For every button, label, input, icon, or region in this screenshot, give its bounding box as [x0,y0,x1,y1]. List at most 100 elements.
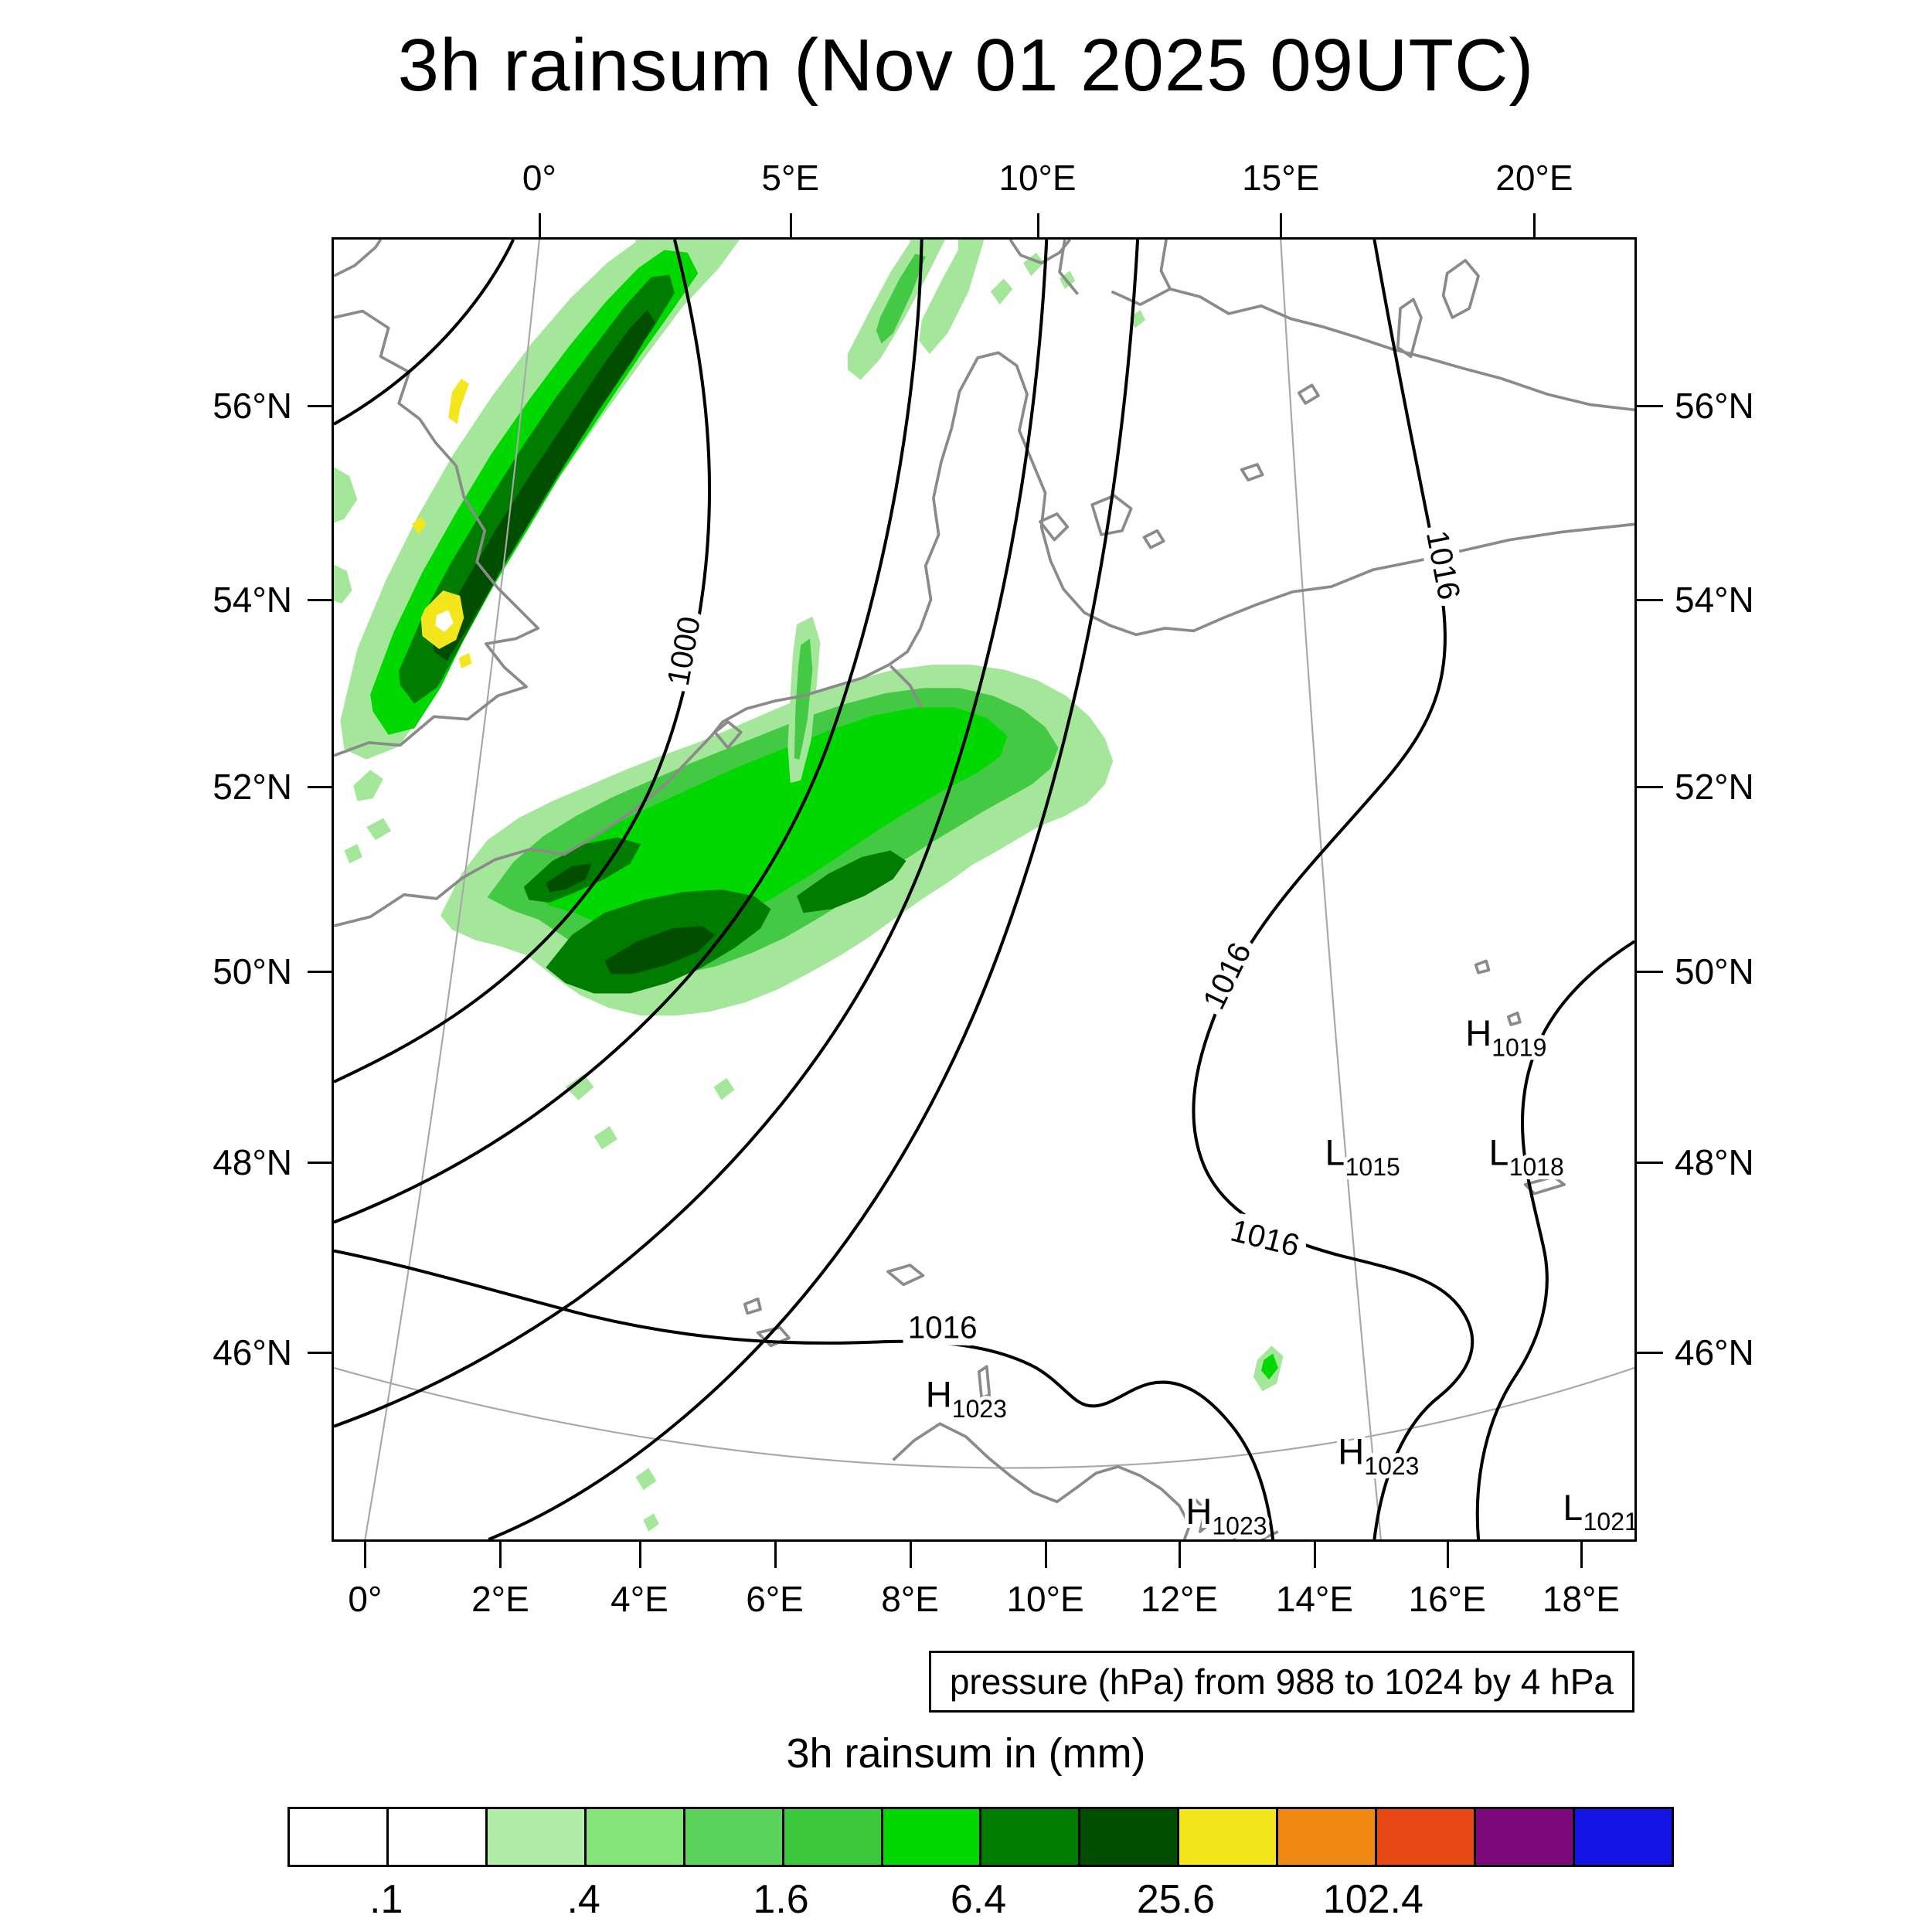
isobar-layer [334,240,1634,1539]
colorbar-cell-10 [1278,1809,1378,1865]
top-axis-tick [1533,213,1536,240]
rain-area [713,1077,735,1100]
right-axis-label: 48°N [1675,1142,1754,1183]
right-axis-tick [1637,598,1663,601]
top-axis-label: 15°E [1242,158,1320,198]
right-axis-label: 56°N [1675,386,1754,427]
map-canvas: 1000 1016 1016 1016 1016 H1019 L1015 L1018 H1023… [334,240,1634,1539]
top-axis-tick [538,213,541,240]
pressure-note: pressure (hPa) from 988 to 1024 by 4 hPa [928,1651,1634,1713]
rain-area [344,844,363,864]
rain-area [594,1126,617,1150]
pressure-center-layer: H1019 L1015 L1018 H1023 H1023 H1023 L1021 [922,1009,1634,1539]
left-axis-label: 56°N [213,386,292,427]
graticule-line [334,1366,1634,1469]
coastline [1506,1011,1522,1026]
isobar-line [334,240,923,1224]
rain-area [565,1073,594,1100]
bottom-axis-tick [1044,1542,1047,1568]
colorbar-cell-9 [1179,1809,1279,1865]
bottom-axis-tick [774,1542,777,1568]
map-layers: 1000 1016 1016 1016 1016 H1019 L1015 L1018 H1023… [334,240,1634,1539]
bottom-axis-tick [499,1542,502,1568]
right-axis-tick [1637,1351,1663,1354]
legend-title: 3h rainsum in (mm) [786,1730,1146,1777]
pressure-center-l: L1018 [1489,1132,1564,1181]
isobar-line [1475,940,1634,1539]
colorbar-tick-label: 1.6 [753,1877,809,1922]
colorbar-cell-0 [290,1809,389,1865]
rain-area [797,850,906,913]
colorbar-cell-8 [1080,1809,1180,1865]
right-axis-label: 54°N [1675,579,1754,620]
coastline [1297,383,1320,405]
colorbar-tick-label: 102.4 [1322,1877,1423,1922]
coastline [889,665,923,709]
coastline [1039,512,1070,542]
rain-area [458,652,472,669]
graticule-line [364,240,541,1539]
isobar-label: 1016 [908,1309,978,1345]
bottom-axis-label: 16°E [1408,1579,1486,1619]
top-axis-tick [1280,213,1283,240]
pressure-center-h: H1023 [1185,1491,1267,1539]
top-axis-tick [1036,213,1039,240]
bottom-axis-label: 6°E [746,1579,804,1619]
pressure-center-h: H1023 [1338,1430,1419,1479]
left-axis-tick [308,1351,334,1354]
left-axis-label: 52°N [213,767,292,808]
coastline [1191,1495,1236,1539]
colorbar-cell-12 [1476,1809,1575,1865]
coastline [892,1422,1192,1539]
bottom-axis-label: 2°E [471,1579,529,1619]
rain-area [366,818,392,841]
coastline [334,240,383,277]
isobar-line [334,240,1049,1428]
figure-title: 3h rainsum (Nov 01 2025 09UTC) [397,24,1535,107]
left-axis-tick [308,1162,334,1165]
colorbar-cell-7 [981,1809,1081,1865]
rain-area [990,278,1013,305]
rain-area [794,638,813,760]
bottom-axis-label: 4°E [611,1579,668,1619]
isobar-label: 1016 [1196,937,1258,1015]
right-axis-tick [1637,405,1663,408]
coastline [1142,529,1165,549]
isobar-line [334,240,712,1083]
colorbar-cell-3 [586,1809,685,1865]
colorbar [287,1807,1674,1867]
bottom-axis-label: 18°E [1542,1579,1621,1619]
coastline [334,351,1634,927]
top-axis-label: 5°E [761,158,820,198]
coastline [713,720,743,750]
bottom-axis-label: 14°E [1275,1579,1354,1619]
rain-area [919,240,985,355]
right-axis-label: 46°N [1675,1332,1754,1372]
rain-area [411,516,427,535]
graticule-line [1280,240,1382,1539]
colorbar-cell-13 [1574,1809,1672,1865]
rain-area [334,564,352,604]
isobar-line [488,240,1140,1539]
right-axis-tick [1637,786,1663,789]
left-axis-tick [308,970,334,973]
bottom-axis-label: 12°E [1140,1579,1219,1619]
colorbar-cell-5 [784,1809,883,1865]
bottom-axis-tick [1580,1542,1583,1568]
pressure-center-h: H1019 [1465,1012,1546,1061]
top-axis-tick [789,213,792,240]
colorbar-cell-1 [388,1809,488,1865]
right-axis-tick [1637,1162,1663,1165]
isobar-line [334,240,515,426]
bottom-axis-tick [1313,1542,1316,1568]
bottom-axis-tick [909,1542,912,1568]
colorbar-tick-label: .4 [566,1877,600,1922]
isobar-label: 1016 [1420,528,1468,603]
left-axis-tick [308,598,334,601]
rain-area [546,863,592,893]
right-axis-label: 50°N [1675,951,1754,992]
isobar-line [334,1249,1275,1539]
rain-area [448,378,470,424]
rain-area [643,1513,659,1532]
colorbar-cell-4 [685,1809,784,1865]
